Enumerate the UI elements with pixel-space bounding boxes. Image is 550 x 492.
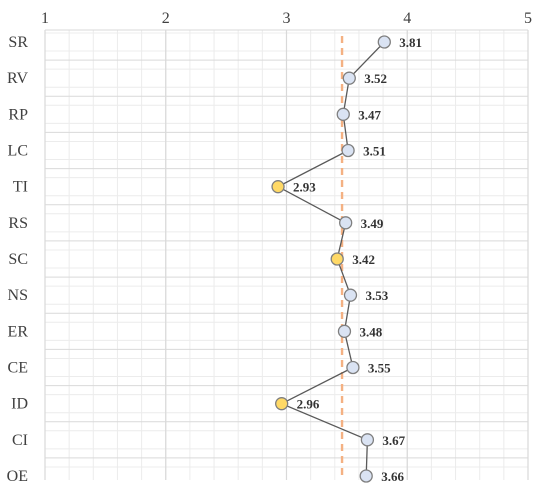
data-label-ti: 2.93	[293, 180, 316, 195]
data-point-id	[275, 397, 289, 411]
label-group: SR 3.81 RV 3.52 RP 3.47 LC 3.51 TI 2.93 RS 3.49 SC 3.…	[7, 34, 422, 485]
category-label-ns: NS	[8, 287, 28, 304]
category-label-rs: RS	[8, 215, 28, 232]
data-label-sc: 3.42	[352, 252, 375, 267]
data-label-ns: 3.53	[365, 288, 388, 303]
data-label-oe: 3.66	[381, 469, 404, 484]
data-label-rv: 3.52	[364, 71, 387, 86]
category-label-rp: RP	[8, 106, 28, 123]
data-label-ce: 3.55	[368, 361, 391, 376]
x-tick-label: 4	[403, 10, 411, 27]
data-point-er	[337, 324, 352, 338]
data-point-sc	[330, 252, 344, 266]
x-tick-label: 2	[162, 10, 170, 27]
data-label-lc: 3.51	[363, 144, 386, 159]
data-label-er: 3.48	[359, 324, 382, 339]
category-label-oe: OE	[7, 468, 28, 485]
category-label-id: ID	[11, 396, 28, 413]
category-label-rv: RV	[7, 70, 28, 87]
data-point-oe	[359, 469, 373, 483]
category-label-ci: CI	[12, 432, 28, 449]
grid: 1 2 3 4 5	[41, 10, 532, 480]
category-label-sc: SC	[8, 251, 28, 268]
data-point-rs	[339, 216, 353, 230]
data-point-ce	[346, 360, 360, 375]
data-point-ci	[360, 433, 375, 447]
data-point-rp	[336, 107, 350, 121]
data-label-sr: 3.81	[399, 35, 422, 50]
data-point-ns	[343, 288, 358, 302]
data-label-rp: 3.47	[358, 107, 381, 122]
data-point-ti	[271, 180, 285, 194]
data-label-ci: 3.67	[382, 433, 405, 448]
data-label-rs: 3.49	[361, 216, 384, 231]
x-tick-label: 1	[41, 10, 49, 27]
x-tick-label: 5	[524, 10, 532, 27]
data-point-lc	[341, 143, 355, 158]
data-label-id: 2.96	[297, 397, 320, 412]
marker-group	[271, 35, 391, 483]
category-label-ce: CE	[8, 360, 28, 377]
category-label-ti: TI	[13, 179, 28, 196]
data-point-sr	[377, 35, 391, 49]
category-label-sr: SR	[8, 34, 28, 51]
x-tick-label: 3	[283, 10, 291, 27]
data-point-rv	[342, 71, 356, 85]
category-label-er: ER	[8, 323, 29, 340]
category-label-lc: LC	[8, 143, 28, 160]
